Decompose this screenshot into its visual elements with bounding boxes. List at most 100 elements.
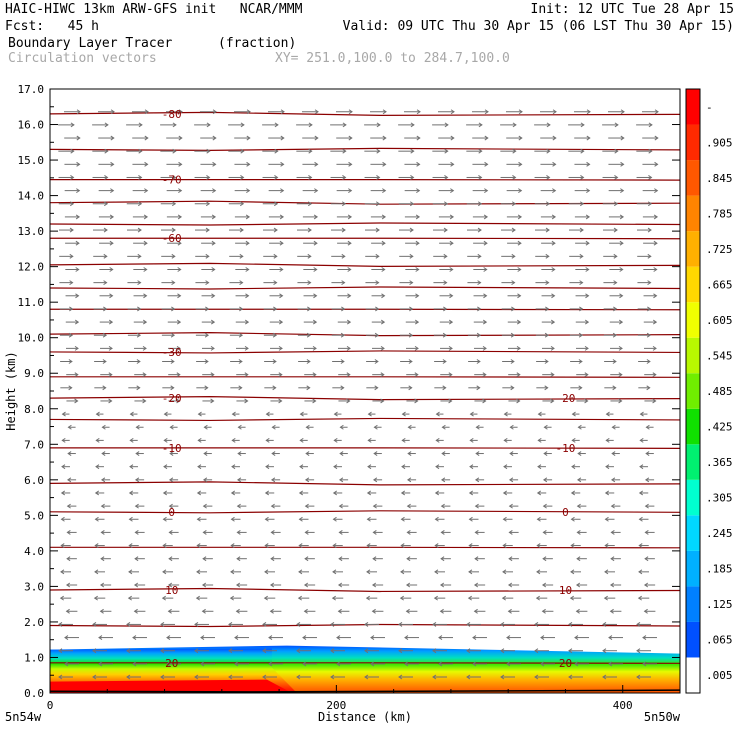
wind-vector-head: [298, 569, 303, 575]
wind-vector-head: [136, 332, 142, 338]
wind-vector-head: [404, 661, 409, 667]
wind-vector-head: [273, 227, 278, 233]
wind-vector-head: [70, 148, 75, 154]
wind-vector-head: [271, 451, 276, 456]
wind-vector-head: [435, 437, 440, 443]
wind-vector-head: [347, 267, 352, 272]
wind-vector-head: [171, 201, 177, 207]
wind-vector-head: [137, 201, 143, 207]
wind-vector-head: [516, 398, 521, 404]
wind-vector-head: [67, 424, 72, 430]
wind-vector-head: [620, 135, 625, 141]
wind-vector-head: [575, 608, 580, 614]
wind-vector-head: [138, 175, 143, 180]
wind-vector-head: [603, 595, 609, 601]
wind-vector-head: [602, 622, 607, 627]
wind-vector-head: [551, 267, 556, 272]
wind-vector-head: [99, 608, 104, 614]
wind-vector-head: [346, 372, 351, 378]
wind-vector-head: [552, 135, 557, 141]
wind-vector-head: [586, 188, 591, 194]
wind-vector-head: [619, 293, 624, 299]
wind-vector-head: [648, 148, 653, 154]
contour-line: [50, 546, 681, 549]
wind-vector-head: [575, 582, 581, 588]
y-tick-label: 2.0: [24, 616, 44, 629]
wind-vector-head: [74, 372, 79, 378]
wind-vector-head: [66, 503, 71, 509]
wind-vector-head: [195, 595, 201, 601]
wind-vector-head: [409, 280, 414, 286]
wind-vector-head: [408, 332, 414, 338]
wind-vector-head: [546, 148, 551, 154]
wind-vector-head: [450, 161, 455, 167]
wind-vector-head: [477, 201, 483, 207]
wind-vector-head: [416, 161, 421, 167]
wind-vector-head: [170, 359, 175, 364]
wind-vector-head: [570, 569, 575, 575]
wind-vector-head: [543, 424, 548, 430]
colorbar-label: .125: [706, 598, 733, 611]
wind-vector-head: [537, 437, 542, 443]
wind-vector-head: [280, 161, 285, 167]
wind-vector-head: [400, 543, 405, 548]
wind-vector-head: [542, 556, 547, 562]
wind-vector-head: [210, 398, 215, 404]
wind-vector-head: [367, 464, 372, 470]
wind-vector-head: [64, 661, 69, 667]
wind-vector-head: [398, 674, 403, 680]
wind-vector-head: [348, 135, 353, 141]
wind-vector-head: [333, 437, 338, 443]
wind-vector-head: [109, 240, 114, 246]
wind-vector-head: [438, 661, 443, 667]
wind-vector-head: [503, 411, 508, 417]
contour-line: [50, 179, 681, 181]
wind-vector-head: [238, 332, 244, 338]
wind-vector-head: [450, 135, 455, 141]
wind-vector-head: [129, 411, 134, 417]
wind-vector-head: [468, 490, 474, 496]
wind-vector-head: [466, 648, 471, 654]
wind-vector-head: [102, 359, 107, 364]
wind-vector-head: [203, 451, 208, 456]
wind-vector-head: [304, 477, 310, 483]
wind-vector-head: [110, 188, 115, 194]
colorbar-swatch: [686, 408, 700, 445]
wind-vector-head: [373, 451, 378, 456]
y-tick-label: 17.0: [18, 83, 45, 96]
wind-vector-head: [609, 582, 615, 588]
wind-vector-head: [314, 188, 319, 194]
wind-vector-head: [100, 503, 105, 509]
tracer-core: [50, 679, 292, 693]
wind-vector-head: [332, 543, 337, 548]
wind-vector-head: [108, 345, 113, 351]
wind-vector-head: [612, 359, 617, 364]
wind-vector-head: [653, 267, 658, 272]
wind-vector-head: [646, 359, 651, 364]
wind-vector-head: [476, 385, 481, 391]
wind-vector-head: [647, 227, 652, 233]
colorbar-swatch: [686, 302, 700, 338]
wind-vector-head: [134, 556, 139, 562]
wind-vector-head: [516, 372, 521, 378]
contour-value-label: -80: [162, 108, 182, 121]
wind-vector-head: [92, 622, 97, 627]
wind-vector-head: [611, 451, 616, 456]
wind-vector-head: [210, 319, 216, 325]
wind-vector-head: [367, 411, 372, 417]
wind-vector-head: [348, 109, 353, 115]
wind-vector-head: [579, 227, 584, 233]
wind-vector-head: [162, 543, 167, 548]
wind-vector-head: [239, 280, 244, 286]
wind-vector-head: [228, 674, 233, 680]
y-tick-label: 7.0: [24, 438, 44, 451]
wind-vector-head: [552, 161, 557, 167]
wind-vector-head: [337, 582, 343, 588]
wind-vector-head: [127, 595, 133, 601]
wind-vector-head: [642, 635, 647, 640]
wind-vector-head: [279, 267, 284, 272]
wind-vector-head: [235, 582, 241, 588]
colorbar-swatch: [686, 266, 700, 303]
wind-vector-head: [171, 227, 176, 233]
wind-vector-head: [407, 424, 412, 430]
